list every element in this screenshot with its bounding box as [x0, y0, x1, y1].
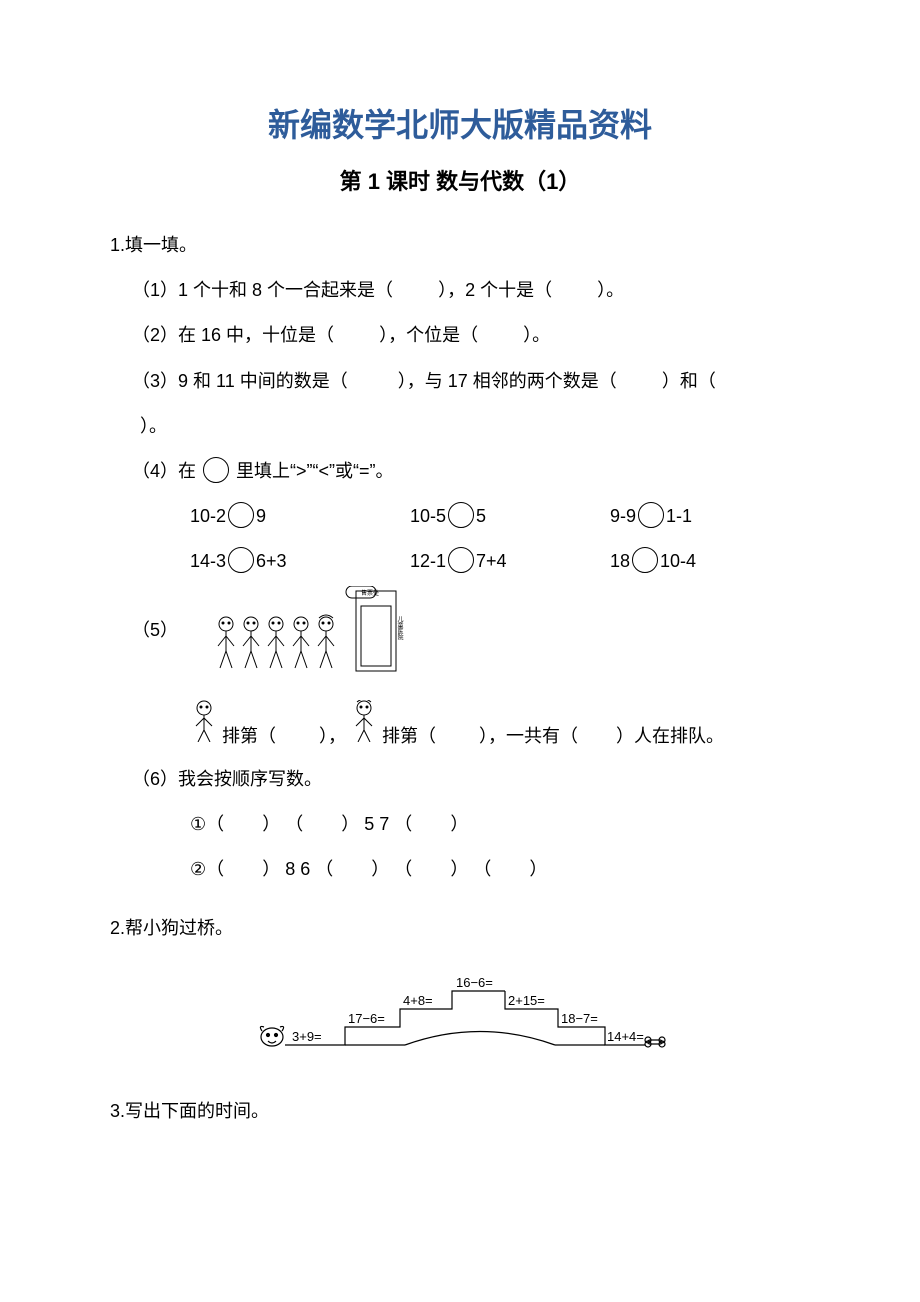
q1-p5-text-d: ），一共有（: [479, 715, 578, 758]
bridge-step-7: 14+4=: [607, 1029, 644, 1044]
q2-heading: 2.帮小狗过桥。: [110, 907, 810, 950]
compare-left: 18: [610, 540, 630, 583]
q1-p5-row1: （5） 售票处 儿童医院: [110, 586, 810, 692]
q1-p1-text-b: ），2 个十是（: [438, 280, 552, 300]
circle-icon: [203, 457, 229, 483]
compare-right: 5: [476, 495, 486, 538]
q3-heading: 3.写出下面的时间。: [110, 1090, 810, 1133]
q1-p3-text-d: ）。: [140, 416, 167, 436]
circle-icon: [638, 502, 664, 528]
seq2-label: ②（: [190, 859, 224, 879]
bridge-step-4: 16−6=: [456, 975, 493, 990]
q1-p5-text-c: 排第（: [382, 715, 436, 758]
compare-left: 12-1: [410, 540, 446, 583]
svg-text:售票处: 售票处: [361, 589, 379, 597]
compare-right: 9: [256, 495, 266, 538]
worksheet-body: 1.填一填。 （1）1 个十和 8 个一合起来是（ ），2 个十是（ ）。 （2…: [110, 224, 810, 1133]
seq-row-1: ①（ ） （ ） 5 7 （ ）: [110, 803, 810, 846]
main-title: 新编数学北师大版精品资料: [110, 100, 810, 146]
seq1-end: ）: [450, 814, 468, 834]
seq2-mid3: ） （: [450, 859, 491, 879]
compare-2-3: 18 10-4: [610, 540, 790, 583]
q1-p2: （2）在 16 中，十位是（ ），个位是（ ）。: [110, 314, 810, 357]
seq-row-2: ②（ ） 8 6 （ ） （ ） （ ）: [110, 848, 810, 891]
compare-row-1: 10-2 9 10-5 5 9-9 1-1: [110, 495, 810, 538]
bridge-step-2: 17−6=: [348, 1011, 385, 1026]
circle-icon: [448, 502, 474, 528]
compare-2-2: 12-1 7+4: [410, 540, 610, 583]
compare-right: 7+4: [476, 540, 507, 583]
q1-p1: （1）1 个十和 8 个一合起来是（ ），2 个十是（ ）。: [110, 269, 810, 312]
q1-p5-row2: 排第（ ）， 排第（ ），一共有（ ）人在排队。: [110, 700, 810, 758]
q1-p3: （3）9 和 11 中间的数是（ ），与 17 相邻的两个数是（ ）和（: [110, 360, 810, 403]
circle-icon: [228, 547, 254, 573]
compare-row-2: 14-3 6+3 12-1 7+4 18 10-4: [110, 540, 810, 583]
bridge-step-1: 3+9=: [292, 1029, 322, 1044]
q1-p2-text-b: ），个位是（: [379, 325, 478, 345]
q1-p1-text-c: ）。: [597, 280, 624, 300]
compare-1-3: 9-9 1-1: [610, 495, 790, 538]
kid-boy-icon: [190, 700, 218, 758]
seq2-end: ）: [529, 859, 547, 879]
q1-p5-text-a: 排第（: [222, 715, 276, 758]
compare-1-1: 10-2 9: [190, 495, 410, 538]
compare-2-1: 14-3 6+3: [190, 540, 410, 583]
compare-right: 6+3: [256, 540, 287, 583]
seq1-mid2: ） 5 7 （: [341, 814, 412, 834]
compare-left: 14-3: [190, 540, 226, 583]
q1-p2-text-a: （2）在 16 中，十位是（: [132, 325, 334, 345]
q1-p5-label: （5）: [132, 609, 178, 652]
seq1-label: ①（: [190, 814, 224, 834]
compare-left: 9-9: [610, 495, 636, 538]
bridge-step-3: 4+8=: [403, 993, 433, 1008]
compare-right: 10-4: [660, 540, 696, 583]
q1-p4-tail: 里填上“>”“<”或“=”。: [236, 461, 394, 481]
compare-left: 10-5: [410, 495, 446, 538]
bridge-step-5: 2+15=: [508, 993, 545, 1008]
q1-heading: 1.填一填。: [110, 224, 810, 267]
kids-queue-illustration: 售票处 儿童医院: [206, 586, 406, 692]
compare-left: 10-2: [190, 495, 226, 538]
q1-p4: （4）在 里填上“>”“<”或“=”。: [110, 450, 810, 493]
kid-girl-icon: [350, 700, 378, 758]
bridge-step-6: 18−7=: [561, 1011, 598, 1026]
q1-p3-text-c: ）和（: [662, 371, 716, 391]
compare-right: 1-1: [666, 495, 692, 538]
seq1-mid1: ） （: [262, 814, 303, 834]
q1-p3-text-b: ），与 17 相邻的两个数是（: [398, 371, 617, 391]
q1-p2-text-c: ）。: [523, 325, 550, 345]
circle-icon: [228, 502, 254, 528]
q1-p4-text: （4）在: [132, 461, 196, 481]
q1-p5-text-e: ）人在排队。: [616, 715, 724, 758]
seq2-mid1: ） 8 6 （: [262, 859, 333, 879]
bridge-diagram: 3+9= 17−6= 4+8= 16−6= 2+15= 18−7= 14+4=: [110, 963, 810, 1074]
compare-1-2: 10-5 5: [410, 495, 610, 538]
q1-p5-text-b: ），: [319, 715, 346, 758]
svg-text:儿童医院: 儿童医院: [396, 616, 403, 641]
sub-title: 第 1 课时 数与代数（1）: [110, 164, 810, 196]
q1-p3-text-a: （3）9 和 11 中间的数是（: [132, 371, 348, 391]
q1-p1-text-a: （1）1 个十和 8 个一合起来是（: [132, 280, 393, 300]
seq2-mid2: ） （: [371, 859, 412, 879]
q1-p6: （6）我会按顺序写数。: [110, 758, 810, 801]
circle-icon: [448, 547, 474, 573]
circle-icon: [632, 547, 658, 573]
q1-p3-tail: ）。: [110, 405, 810, 448]
